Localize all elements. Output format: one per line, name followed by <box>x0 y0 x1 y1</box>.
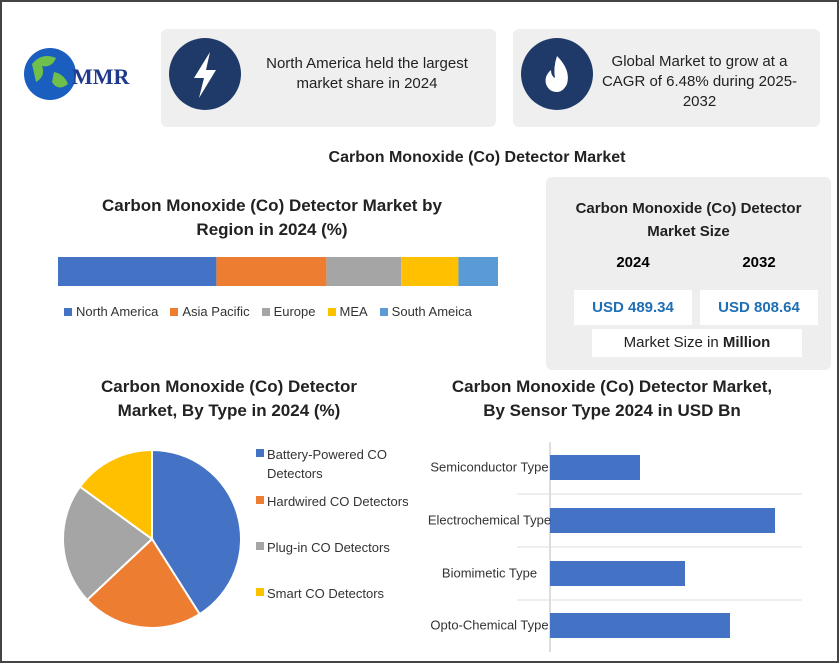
bar-segment <box>458 257 498 286</box>
legend-label: Plug-in CO Detectors <box>267 540 390 555</box>
bar-segment <box>401 257 459 286</box>
card-text: Global Market to grow at a CAGR of 6.48%… <box>601 53 798 110</box>
chart-title: Carbon Monoxide (Co) Detector Market, By… <box>101 377 357 420</box>
category-label: Semiconductor Type <box>430 459 549 475</box>
legend-item: South Ameica <box>379 304 472 319</box>
size-value: USD 489.34 <box>592 299 674 316</box>
year: 2032 <box>742 254 776 271</box>
legend-swatch <box>256 449 264 457</box>
legend-item: North America <box>64 304 158 319</box>
logo-text: MMR <box>72 64 130 89</box>
card-bg <box>161 29 496 127</box>
note: Market Size in Million <box>592 334 802 351</box>
bar <box>550 455 640 480</box>
legend-swatch <box>170 307 179 316</box>
legend-label: Asia Pacific <box>182 304 250 319</box>
legend-swatch <box>261 307 270 316</box>
note-unit: Million <box>722 334 771 351</box>
category-label: Opto-Chemical Type <box>430 617 549 633</box>
bar-segment <box>326 257 402 286</box>
size-value: USD 808.64 <box>718 299 800 316</box>
legend-item: Europe <box>261 304 316 319</box>
legend-swatch <box>327 307 336 316</box>
pie-slice <box>78 448 153 541</box>
legend-label: South Ameica <box>391 304 472 319</box>
lightning-icon <box>194 52 216 98</box>
logo-land <box>32 56 68 88</box>
legend-swatch <box>256 542 264 550</box>
bar-segment <box>216 257 327 286</box>
legend-label: Smart CO Detectors <box>267 586 385 601</box>
legend-item: MEA <box>327 304 368 319</box>
bar <box>550 508 775 533</box>
category-label: Biomimetic Type <box>441 565 538 581</box>
value-box <box>700 290 818 325</box>
chart-title: Carbon Monoxide (Co) Detector Market, By… <box>451 377 773 420</box>
legend-label: North America <box>76 304 159 319</box>
flame-icon <box>545 56 568 92</box>
category-label: Electrochemical Type <box>427 512 552 528</box>
card-text: North America held the largest market sh… <box>266 55 468 92</box>
market-size-title: Carbon Monoxide (Co) Detector Market Siz… <box>575 200 802 240</box>
chart-title: Carbon Monoxide (Co) Detector Market by … <box>101 196 443 239</box>
legend: North America Asia Pacific Europe MEA South … <box>64 304 504 319</box>
legend-swatch <box>256 496 264 504</box>
legend-label: MEA <box>339 304 368 319</box>
bar <box>550 561 685 586</box>
note-box <box>592 329 802 357</box>
legend-label: Europe <box>273 304 316 319</box>
note-text: Market Size in <box>623 334 719 351</box>
legend-swatch <box>64 307 72 316</box>
value-box <box>574 290 692 325</box>
legend-label: Battery-Powered CO Detectors <box>267 447 387 481</box>
pie-slice <box>85 537 202 629</box>
bar-segment <box>58 257 217 286</box>
legend-swatch <box>256 588 264 596</box>
legend-label: Hardwired CO Detectors <box>267 494 409 509</box>
main-title: Carbon Monoxide (Co) Detector Market <box>328 149 626 166</box>
bar <box>550 613 730 638</box>
year: 2024 <box>616 254 650 271</box>
legend-item: Asia Pacific <box>170 304 250 319</box>
pie-slice <box>62 485 154 602</box>
card-bg <box>513 29 820 127</box>
legend-swatch <box>379 307 388 316</box>
